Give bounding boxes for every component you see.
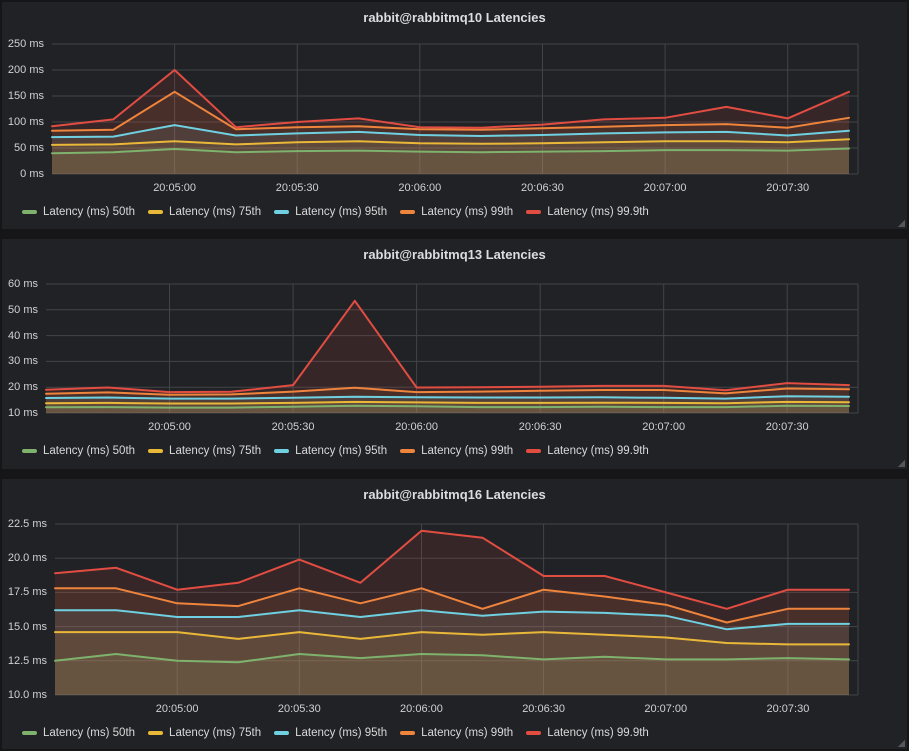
y-axis-tick-label: 20.0 ms bbox=[7, 552, 47, 565]
x-axis-tick-label: 20:07:30 bbox=[765, 421, 809, 433]
y-axis-tick-label: 17.5 ms bbox=[7, 586, 47, 599]
chart-legend: Latency (ms) 50th Latency (ms) 75th Latenc… bbox=[22, 727, 649, 739]
x-axis-tick-label: 20:05:30 bbox=[277, 703, 321, 715]
latency-area-chart[interactable] bbox=[2, 239, 907, 469]
x-axis-tick-label: 20:06:30 bbox=[521, 182, 564, 194]
legend-label: Latency (ms) 50th bbox=[43, 727, 136, 739]
legend-label: Latency (ms) 99th bbox=[421, 445, 514, 457]
chart-legend: Latency (ms) 50th Latency (ms) 75th Latenc… bbox=[22, 445, 649, 457]
panel-resize-handle-icon[interactable] bbox=[897, 219, 905, 227]
y-axis-tick-label: 10 ms bbox=[8, 407, 38, 419]
y-axis-tick-label: 40 ms bbox=[8, 329, 38, 342]
y-axis-tick-label: 10.0 ms bbox=[7, 689, 47, 701]
legend-label: Latency (ms) 75th bbox=[169, 727, 262, 739]
legend-label: Latency (ms) 95th bbox=[295, 727, 388, 739]
legend-color-swatch-icon bbox=[22, 731, 37, 735]
legend-color-swatch-icon bbox=[400, 210, 416, 214]
y-axis-tick-label: 100 ms bbox=[7, 116, 44, 128]
panel-rabbitmq10-latencies: rabbit@rabbitmq10 Latencies 0 ms 50 ms 100… bbox=[2, 2, 907, 229]
y-axis-tick-label: 50 ms bbox=[8, 303, 38, 316]
y-axis-tick-label: 12.5 ms bbox=[7, 654, 47, 667]
x-axis-tick-label: 20:07:00 bbox=[643, 182, 687, 194]
panel-resize-handle-icon[interactable] bbox=[897, 739, 905, 747]
y-axis-tick-label: 200 ms bbox=[7, 64, 44, 76]
legend-color-swatch-icon bbox=[22, 210, 37, 214]
legend-label: Latency (ms) 95th bbox=[295, 445, 388, 457]
legend-item-75th[interactable]: Latency (ms) 75th bbox=[148, 206, 261, 218]
y-axis-tick-label: 60 ms bbox=[8, 278, 38, 290]
latency-area-chart[interactable] bbox=[2, 2, 907, 229]
x-axis-tick-label: 20:05:00 bbox=[155, 703, 199, 715]
legend-label: Latency (ms) 99th bbox=[421, 727, 514, 739]
legend-color-swatch-icon bbox=[274, 210, 290, 214]
y-axis-tick-label: 20 ms bbox=[8, 381, 38, 394]
panel-rabbitmq13-latencies: rabbit@rabbitmq13 Latencies 10 ms 20 ms 30… bbox=[2, 239, 907, 469]
legend-color-swatch-icon bbox=[148, 731, 164, 735]
legend-color-swatch-icon bbox=[526, 449, 542, 453]
legend-color-swatch-icon bbox=[148, 210, 164, 214]
x-axis-tick-label: 20:05:00 bbox=[148, 421, 191, 433]
legend-color-swatch-icon bbox=[526, 731, 542, 735]
legend-label: Latency (ms) 99.9th bbox=[547, 727, 649, 739]
panel-rabbitmq16-latencies: rabbit@rabbitmq16 Latencies 10.0 ms 12.5 … bbox=[2, 479, 907, 749]
latency-area-chart[interactable] bbox=[2, 479, 907, 749]
legend-item-95th[interactable]: Latency (ms) 95th bbox=[274, 727, 387, 739]
y-axis-tick-label: 250 ms bbox=[7, 38, 44, 50]
y-axis-tick-label: 150 ms bbox=[7, 90, 44, 102]
x-axis-tick-label: 20:07:30 bbox=[766, 703, 810, 715]
legend-item-95th[interactable]: Latency (ms) 95th bbox=[274, 206, 387, 218]
legend-item-99.9th[interactable]: Latency (ms) 99.9th bbox=[526, 445, 649, 457]
legend-item-50th[interactable]: Latency (ms) 50th bbox=[22, 727, 135, 739]
x-axis-tick-label: 20:06:30 bbox=[522, 703, 566, 715]
legend-color-swatch-icon bbox=[526, 210, 542, 214]
x-axis-tick-label: 20:07:30 bbox=[766, 182, 810, 194]
legend-item-50th[interactable]: Latency (ms) 50th bbox=[22, 206, 135, 218]
legend-color-swatch-icon bbox=[274, 731, 290, 735]
legend-item-75th[interactable]: Latency (ms) 75th bbox=[148, 445, 261, 457]
y-axis-tick-label: 30 ms bbox=[8, 355, 38, 368]
panel-title[interactable]: rabbit@rabbitmq13 Latencies bbox=[363, 247, 546, 262]
chart-legend: Latency (ms) 50th Latency (ms) 75th Latenc… bbox=[22, 206, 649, 218]
x-axis-tick-label: 20:05:00 bbox=[153, 182, 197, 194]
legend-item-99th[interactable]: Latency (ms) 99th bbox=[400, 206, 513, 218]
legend-label: Latency (ms) 50th bbox=[43, 445, 136, 457]
y-axis-tick-label: 15.0 ms bbox=[7, 620, 47, 633]
legend-color-swatch-icon bbox=[274, 449, 290, 453]
y-axis-tick-label: 50 ms bbox=[14, 142, 44, 154]
legend-label: Latency (ms) 99.9th bbox=[547, 206, 649, 218]
x-axis-tick-label: 20:05:30 bbox=[271, 421, 315, 433]
panel-resize-handle-icon[interactable] bbox=[897, 459, 905, 467]
legend-label: Latency (ms) 75th bbox=[169, 206, 262, 218]
x-axis-tick-label: 20:06:00 bbox=[398, 182, 442, 194]
legend-label: Latency (ms) 75th bbox=[169, 445, 262, 457]
legend-color-swatch-icon bbox=[400, 731, 416, 735]
x-axis-tick-label: 20:05:30 bbox=[275, 182, 319, 194]
x-axis-tick-label: 20:07:00 bbox=[644, 703, 688, 715]
y-axis-tick-label: 22.5 ms bbox=[7, 518, 47, 530]
legend-item-75th[interactable]: Latency (ms) 75th bbox=[148, 727, 261, 739]
legend-item-99th[interactable]: Latency (ms) 99th bbox=[400, 727, 513, 739]
y-axis-tick-label: 0 ms bbox=[20, 168, 44, 180]
legend-label: Latency (ms) 99th bbox=[421, 206, 514, 218]
legend-item-99.9th[interactable]: Latency (ms) 99.9th bbox=[526, 206, 649, 218]
x-axis-tick-label: 20:07:00 bbox=[642, 421, 686, 433]
panel-title[interactable]: rabbit@rabbitmq10 Latencies bbox=[363, 10, 546, 25]
legend-color-swatch-icon bbox=[400, 449, 416, 453]
legend-label: Latency (ms) 99.9th bbox=[547, 445, 649, 457]
legend-label: Latency (ms) 95th bbox=[295, 206, 388, 218]
legend-item-95th[interactable]: Latency (ms) 95th bbox=[274, 445, 387, 457]
x-axis-tick-label: 20:06:00 bbox=[395, 421, 439, 433]
legend-color-swatch-icon bbox=[22, 449, 37, 453]
legend-item-99.9th[interactable]: Latency (ms) 99.9th bbox=[526, 727, 649, 739]
legend-item-50th[interactable]: Latency (ms) 50th bbox=[22, 445, 135, 457]
legend-label: Latency (ms) 50th bbox=[43, 206, 136, 218]
legend-item-99th[interactable]: Latency (ms) 99th bbox=[400, 445, 513, 457]
panel-title[interactable]: rabbit@rabbitmq16 Latencies bbox=[363, 487, 546, 502]
legend-color-swatch-icon bbox=[148, 449, 164, 453]
x-axis-tick-label: 20:06:00 bbox=[400, 703, 443, 715]
x-axis-tick-label: 20:06:30 bbox=[518, 421, 562, 433]
